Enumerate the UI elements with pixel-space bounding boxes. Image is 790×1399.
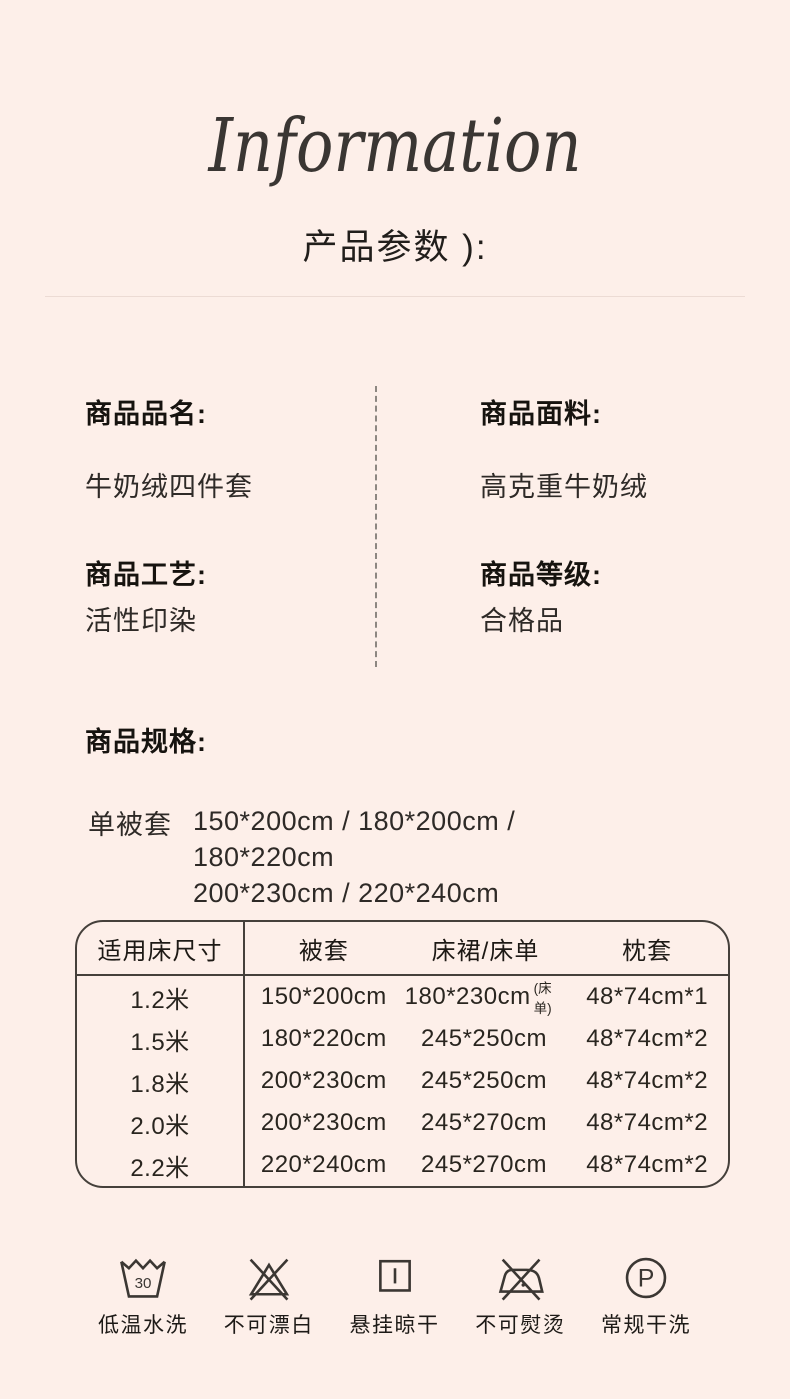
cell-duvet: 200*230cm xyxy=(260,1067,387,1094)
cell-sheet: 245*270cm xyxy=(405,1102,567,1144)
table-row: 1.5米 180*220cm 245*250cm 48*74cm*2 xyxy=(77,1018,728,1060)
care-label: 低温水洗 xyxy=(98,1314,188,1337)
table-column-divider xyxy=(243,922,245,1186)
spec-item-label: 单被套 xyxy=(88,810,172,840)
cell-sheet: 245*270cm xyxy=(405,1144,567,1186)
care-item-dry-clean: P 常规干洗 xyxy=(594,1252,698,1339)
cell-duvet: 220*240cm xyxy=(260,1151,387,1178)
table-header-divider xyxy=(77,974,728,976)
cell-pillow: 48*74cm*2 xyxy=(586,1109,709,1136)
dry-clean-icon: P xyxy=(625,1257,667,1299)
care-item-wash: 30 低温水洗 xyxy=(91,1252,195,1339)
vertical-dashed-divider xyxy=(375,386,377,667)
cell-pillow: 48*74cm*1 xyxy=(586,983,709,1010)
header-duvet: 被套 xyxy=(298,937,349,965)
cell-size: 2.2米 xyxy=(130,1154,190,1182)
param-craft-label: 商品工艺: xyxy=(85,560,207,590)
title-divider xyxy=(45,296,745,297)
cell-sheet-value: 245*270cm xyxy=(421,1151,547,1178)
cell-sheet-value: 245*270cm xyxy=(421,1109,547,1136)
cell-sheet: 180*230cm (床单) xyxy=(405,976,567,1018)
cell-sheet: 245*250cm xyxy=(405,1060,567,1102)
param-fabric-value: 高克重牛奶绒 xyxy=(480,472,648,502)
spec-heading: 商品规格: xyxy=(85,727,207,757)
cell-sheet: 245*250cm xyxy=(405,1018,567,1060)
page-subtitle: 产品参数 ): xyxy=(302,228,488,267)
table-row: 1.8米 200*230cm 245*250cm 48*74cm*2 xyxy=(77,1060,728,1102)
cell-pillow: 48*74cm*2 xyxy=(586,1151,709,1178)
care-label: 常规干洗 xyxy=(601,1314,691,1337)
cell-duvet: 180*220cm xyxy=(260,1025,387,1052)
wash-30-icon: 30 xyxy=(120,1258,166,1298)
care-label: 不可漂白 xyxy=(223,1314,314,1337)
header-pillow: 枕套 xyxy=(622,937,673,965)
cell-size: 1.8米 xyxy=(130,1070,190,1098)
param-grade-value: 合格品 xyxy=(480,606,564,636)
param-fabric-label: 商品面料: xyxy=(480,399,602,429)
spec-sizes-line1: 150*200cm / 180*200cm / 180*220cm xyxy=(193,806,516,872)
cell-size: 1.2米 xyxy=(130,986,190,1014)
care-label: 不可熨烫 xyxy=(475,1314,566,1337)
header-bed-size: 适用床尺寸 xyxy=(97,937,223,965)
table-row: 2.0米 200*230cm 245*270cm 48*74cm*2 xyxy=(77,1102,728,1144)
spec-sizes: 150*200cm / 180*200cm / 180*220cm 200*23… xyxy=(193,803,663,911)
care-item-hang-dry: 悬挂晾干 xyxy=(343,1252,447,1339)
cell-sheet-value: 245*250cm xyxy=(421,1025,547,1052)
cell-size: 1.5米 xyxy=(130,1028,190,1056)
cell-sheet-value: 245*250cm xyxy=(421,1067,547,1094)
table-row: 2.2米 220*240cm 245*270cm 48*74cm*2 xyxy=(77,1144,728,1186)
svg-text:P: P xyxy=(638,1265,655,1293)
no-iron-icon xyxy=(499,1258,545,1301)
cell-pillow: 48*74cm*2 xyxy=(586,1025,709,1052)
hang-dry-icon xyxy=(378,1259,411,1292)
param-name-label: 商品品名: xyxy=(85,399,207,429)
cell-duvet: 150*200cm xyxy=(260,983,387,1010)
table-header-row: 适用床尺寸 被套 床裙/床单 枕套 xyxy=(77,922,728,974)
page-title: Information xyxy=(208,103,582,189)
care-instructions-row: 30 低温水洗 不可漂白 悬挂晾干 不可熨烫 xyxy=(91,1252,698,1339)
svg-text:30: 30 xyxy=(135,1275,152,1292)
cell-size: 2.0米 xyxy=(130,1112,190,1140)
care-item-no-bleach: 不可漂白 xyxy=(217,1252,321,1339)
cell-sheet-note: (床单) xyxy=(533,981,552,1016)
size-spec-table: 适用床尺寸 被套 床裙/床单 枕套 1.2米 150*200cm 180*230… xyxy=(75,920,730,1188)
cell-duvet: 200*230cm xyxy=(260,1109,387,1136)
header-sheet: 床裙/床单 xyxy=(431,937,540,965)
cell-sheet-value: 180*230cm xyxy=(404,983,531,1010)
cell-pillow: 48*74cm*2 xyxy=(586,1067,709,1094)
table-body: 1.2米 150*200cm 180*230cm (床单) 48*74cm*1 1… xyxy=(77,976,728,1186)
param-craft-value: 活性印染 xyxy=(85,606,197,636)
care-label: 悬挂晾干 xyxy=(349,1314,440,1337)
no-bleach-icon xyxy=(248,1258,289,1301)
care-item-no-iron: 不可熨烫 xyxy=(468,1252,572,1339)
table-row: 1.2米 150*200cm 180*230cm (床单) 48*74cm*1 xyxy=(77,976,728,1018)
param-grade-label: 商品等级: xyxy=(480,560,602,590)
spec-sizes-line2: 200*230cm / 220*240cm xyxy=(193,878,500,908)
param-name-value: 牛奶绒四件套 xyxy=(85,472,253,502)
